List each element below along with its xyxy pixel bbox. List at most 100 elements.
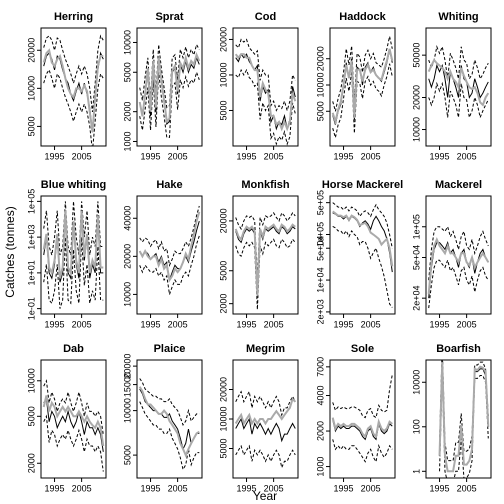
y-tick-label: 20000 — [218, 208, 228, 233]
y-tick-label: 2e+04 — [411, 286, 421, 311]
panel-title: Whiting — [438, 11, 478, 23]
x-tick-label: 1995 — [45, 483, 65, 493]
x-tick-label: 1995 — [141, 151, 161, 161]
interval-line — [332, 202, 393, 249]
panel: Megrim 5000 10000 20000 1995 2005 — [218, 343, 299, 493]
series-line — [42, 48, 104, 133]
y-tick-label: 20000 — [26, 38, 36, 63]
series-line — [138, 51, 201, 124]
y-tick-label: 20000 — [218, 27, 228, 52]
series-line — [332, 212, 393, 273]
x-tick-label: 1995 — [45, 319, 65, 329]
y-tick-label: 10000 — [122, 282, 132, 307]
panel-frame — [40, 359, 107, 479]
series-line — [331, 48, 394, 126]
panel-frame — [136, 27, 203, 147]
y-tick-label: 50000 — [411, 43, 421, 68]
series-line — [428, 240, 489, 299]
x-tick-label: 2005 — [457, 483, 477, 493]
panel-title: Megrim — [246, 343, 285, 355]
y-tick-label: 1e+05 — [315, 222, 325, 247]
panel: Dab 2000 5000 10000 1995 2005 — [26, 343, 107, 493]
series-line — [235, 53, 296, 131]
y-tick-label: 5000 — [26, 116, 36, 136]
interval-line — [43, 414, 104, 472]
series-line — [43, 397, 104, 452]
y-tick-label: 2000 — [122, 102, 132, 122]
interval-line — [332, 226, 393, 308]
y-tick-label: 10000 — [26, 368, 36, 393]
interval-line — [439, 375, 489, 478]
y-tick-label: 1000 — [315, 457, 325, 477]
panel-frame — [40, 195, 107, 315]
interval-line — [235, 38, 296, 113]
x-tick-label: 1995 — [237, 319, 257, 329]
panel-title: Sprat — [155, 11, 183, 23]
panel-title: Herring — [54, 11, 93, 23]
panel-title: Haddock — [339, 11, 386, 23]
x-tick-label: 2005 — [457, 151, 477, 161]
y-tick-label: 4000 — [315, 386, 325, 406]
x-tick-label: 2005 — [72, 483, 92, 493]
series-line — [138, 386, 200, 458]
y-tick-label: 7000 — [315, 357, 325, 377]
interval-line — [43, 34, 104, 113]
series-line — [138, 211, 201, 283]
x-tick-label: 2005 — [168, 151, 188, 161]
interval-line — [235, 390, 296, 417]
y-axis-label: Catches (tonnes) — [3, 206, 17, 297]
y-tick-label: 10000 — [411, 370, 421, 395]
series-line — [332, 419, 393, 441]
panel-frame — [40, 27, 107, 147]
interval-line — [439, 360, 489, 462]
x-tick-label: 1995 — [334, 483, 354, 493]
interval-line — [332, 36, 393, 112]
panel-title: Dab — [63, 343, 84, 355]
panel: Monkfish 2000 5000 20000 1995 2005 — [218, 179, 299, 329]
panel-frame — [329, 195, 396, 315]
series-line — [438, 362, 490, 473]
y-tick-label: 20000 — [218, 377, 228, 402]
y-tick-label: 10000 — [315, 72, 325, 97]
panel-title: Horse Mackerel — [322, 179, 403, 191]
panel-title: Boarfish — [436, 343, 481, 355]
panel: Cod 5000 10000 20000 1995 2005 — [218, 11, 299, 161]
y-tick-label: 15000 — [122, 372, 132, 397]
interval-line — [428, 258, 489, 309]
x-tick-label: 2005 — [72, 151, 92, 161]
interval-line — [235, 68, 296, 146]
y-tick-label: 10000 — [218, 62, 228, 87]
x-axis-label: Year — [253, 489, 277, 503]
x-tick-label: 1995 — [430, 483, 450, 493]
x-tick-label: 2005 — [361, 319, 381, 329]
y-tick-label: 10000 — [26, 76, 36, 101]
y-tick-label: 1000 — [122, 131, 132, 151]
y-tick-label: 5000 — [122, 62, 132, 82]
interval-line — [235, 444, 296, 470]
y-tick-label: 1 — [411, 469, 421, 474]
y-tick-label: 100 — [411, 419, 421, 434]
panel: Hake 10000 20000 40000 1995 2005 — [122, 179, 203, 329]
series-line — [234, 53, 297, 132]
panel-title: Cod — [255, 11, 276, 23]
y-tick-label: 5e+04 — [315, 236, 325, 261]
y-tick-label: 5e+04 — [411, 245, 421, 270]
panel-frame — [232, 27, 299, 147]
y-tick-label: 5000 — [26, 406, 36, 426]
panel-title: Mackerel — [435, 179, 482, 191]
series-line — [235, 225, 296, 296]
x-tick-label: 1995 — [237, 483, 257, 493]
y-tick-label: 10000 — [218, 406, 228, 431]
interval-line — [139, 378, 200, 427]
interval-line — [139, 205, 200, 268]
y-tick-label: 5000 — [218, 438, 228, 458]
x-tick-label: 2005 — [264, 483, 284, 493]
y-tick-label: 1e+05 — [411, 214, 421, 239]
y-tick-label: 2e+03 — [315, 299, 325, 324]
y-tick-label: 2000 — [218, 294, 228, 314]
panel-frame — [136, 359, 203, 479]
interval-line — [139, 235, 200, 295]
